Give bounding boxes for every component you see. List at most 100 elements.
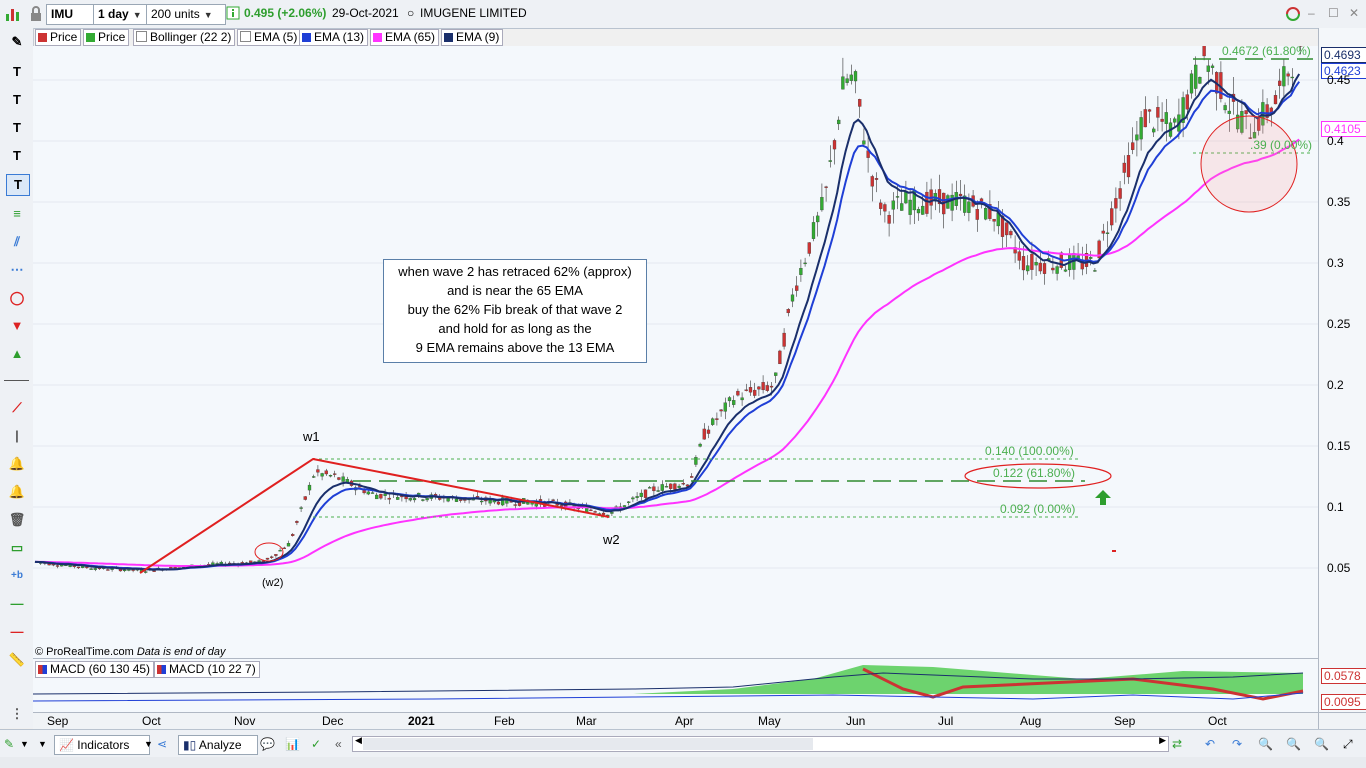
legend-ema9[interactable]: EMA (9) bbox=[441, 29, 504, 46]
arrow-down-icon[interactable]: ▼ bbox=[10, 318, 24, 333]
fib-fan-icon[interactable]: ⫽ bbox=[14, 234, 20, 249]
indicators-button[interactable]: 📈 Indicators bbox=[54, 735, 150, 755]
eod-note: Data is end of day bbox=[136, 646, 226, 658]
data-source-note: © ProRealTime.com Data is end of day bbox=[35, 646, 226, 658]
fib-extension-icon[interactable]: ⋯ bbox=[10, 262, 24, 277]
alert-settings-icon[interactable]: 🔔 bbox=[8, 484, 26, 499]
maximize-icon[interactable]: ☐ bbox=[1328, 6, 1339, 20]
candle bbox=[1139, 117, 1143, 140]
zoom-area-icon[interactable]: 🔍 bbox=[1258, 737, 1273, 751]
candle bbox=[55, 565, 60, 567]
legend-ema65[interactable]: EMA (65) bbox=[370, 29, 440, 46]
annotation-line: and hold for as long as the bbox=[438, 321, 592, 336]
time-axis[interactable]: Sep Oct Nov Dec 2021 Feb Mar Apr May Jun… bbox=[33, 712, 1318, 729]
legend-bollinger[interactable]: Bollinger (22 2) bbox=[133, 29, 236, 46]
rectangle-icon[interactable]: ▭ bbox=[10, 540, 24, 555]
move-icon[interactable]: ⇄ bbox=[1172, 737, 1183, 751]
text-tool-icon[interactable]: T bbox=[13, 120, 21, 135]
candle bbox=[513, 504, 517, 506]
text-tool-icon[interactable]: T bbox=[13, 64, 21, 79]
candle bbox=[753, 389, 757, 396]
candle bbox=[652, 486, 656, 492]
candle bbox=[895, 196, 900, 198]
redo-icon[interactable]: ↷ bbox=[1232, 737, 1243, 751]
units-select[interactable]: 200 units ▼ bbox=[146, 4, 226, 25]
annotation-box[interactable]: when wave 2 has retraced 62% (approx) an… bbox=[383, 259, 647, 363]
candle bbox=[778, 350, 782, 365]
share-icon[interactable]: ⋖ bbox=[157, 737, 168, 751]
time-scrollbar[interactable]: ◀ ▶ bbox=[352, 735, 1169, 752]
candle bbox=[383, 493, 387, 496]
annotation-line: buy the 62% Fib break of that wave 2 bbox=[407, 302, 623, 317]
scroll-left-fast-icon[interactable]: « bbox=[335, 737, 342, 751]
fib-retracement-icon[interactable]: ≡ bbox=[13, 206, 21, 221]
fit-icon[interactable]: ⤢ bbox=[1343, 737, 1353, 751]
more-tools-icon[interactable]: ⋮ bbox=[10, 706, 24, 721]
text-tool-icon[interactable]: T bbox=[13, 148, 21, 163]
candle bbox=[979, 198, 984, 202]
zoom-out-icon[interactable]: 🔍 bbox=[1286, 737, 1301, 751]
timeframe-select[interactable]: 1 day ▼ bbox=[93, 4, 151, 25]
candle bbox=[656, 490, 660, 492]
candle bbox=[408, 498, 412, 501]
x-tick: Dec bbox=[322, 714, 344, 728]
candle bbox=[748, 387, 753, 393]
scroll-left-icon[interactable]: ◀ bbox=[355, 735, 362, 745]
arrow-up-icon[interactable]: ▲ bbox=[10, 346, 24, 361]
trade-icon[interactable]: ✓ bbox=[311, 737, 322, 751]
candle bbox=[916, 208, 921, 214]
text-tool-icon[interactable]: T bbox=[6, 174, 30, 196]
candle bbox=[715, 418, 719, 420]
price-chart-svg bbox=[33, 3, 1318, 574]
comment-icon[interactable]: 💬 bbox=[260, 737, 275, 751]
refresh-icon[interactable] bbox=[1284, 5, 1302, 24]
analyze-button[interactable]: ▮▯ Analyze bbox=[178, 735, 258, 755]
chevron-down-icon[interactable]: ▼ bbox=[38, 739, 47, 749]
legend-macd-2[interactable]: MACD (10 22 7) bbox=[154, 661, 260, 678]
text-tool-icon[interactable]: T bbox=[13, 92, 21, 107]
candle bbox=[1042, 263, 1047, 274]
pencil-icon[interactable]: ✎ bbox=[4, 737, 15, 751]
pen-icon[interactable]: ✎ bbox=[11, 34, 23, 49]
undo-icon[interactable]: ↶ bbox=[1205, 737, 1216, 751]
legend-ema5[interactable]: EMA (5) bbox=[237, 29, 302, 46]
horizontal-line-icon[interactable]: — bbox=[10, 596, 24, 611]
candle bbox=[76, 566, 81, 569]
close-icon[interactable]: ✕ bbox=[1349, 6, 1360, 20]
chevron-down-icon[interactable]: ▼ bbox=[144, 739, 153, 749]
price-axis[interactable]: 0.4693 0.4623 0.45 0.4105 0.4 0.35 0.3 0… bbox=[1318, 28, 1366, 713]
scroll-right-icon[interactable]: ▶ bbox=[1159, 735, 1166, 745]
chevron-down-icon[interactable]: ▼ bbox=[20, 739, 29, 749]
candle bbox=[984, 208, 988, 220]
alert-bell-icon[interactable]: 🔔 bbox=[8, 456, 26, 471]
macd-line bbox=[32, 672, 1304, 695]
x-tick: Oct bbox=[142, 714, 161, 728]
chart-icon[interactable] bbox=[4, 5, 22, 24]
legend-swatch bbox=[136, 31, 147, 42]
screener-icon[interactable]: 📊 bbox=[285, 737, 300, 751]
candle bbox=[85, 566, 89, 568]
vertical-line-icon[interactable]: | bbox=[15, 428, 19, 443]
minimize-icon[interactable]: – bbox=[1308, 6, 1315, 20]
price-chart[interactable] bbox=[33, 3, 1318, 658]
legend-ema13[interactable]: EMA (13) bbox=[299, 29, 369, 46]
legend-price-down[interactable]: Price bbox=[35, 29, 82, 46]
legend-macd-1[interactable]: MACD (60 130 45) bbox=[35, 661, 155, 678]
symbol-input[interactable]: IMU bbox=[46, 4, 96, 25]
trendline-icon[interactable]: ⟋ bbox=[12, 400, 22, 415]
points-icon[interactable]: +b bbox=[11, 570, 23, 581]
horizontal-line-red-icon[interactable]: — bbox=[10, 624, 24, 639]
ellipse-icon[interactable]: ◯ bbox=[9, 290, 25, 305]
info-icon[interactable] bbox=[226, 6, 240, 25]
candle bbox=[421, 499, 425, 501]
legend-price-up[interactable]: Price bbox=[83, 29, 130, 46]
ruler-icon[interactable]: 📏 bbox=[8, 652, 26, 667]
zoom-in-icon[interactable]: 🔍 bbox=[1314, 737, 1329, 751]
candle bbox=[988, 204, 992, 219]
lock-icon[interactable] bbox=[28, 5, 44, 24]
scrollbar-thumb[interactable] bbox=[363, 738, 813, 750]
candle bbox=[249, 560, 253, 563]
trash-icon[interactable]: 🗑 bbox=[8, 512, 26, 527]
candle bbox=[1173, 118, 1177, 123]
candle bbox=[480, 500, 484, 503]
